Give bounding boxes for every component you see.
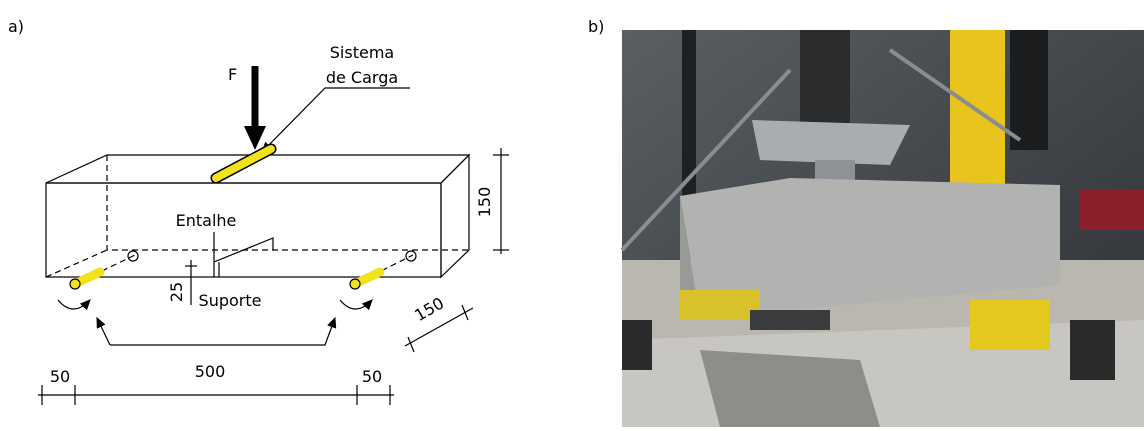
dimension-label: 25: [167, 282, 186, 302]
dimension-label: 150: [411, 293, 447, 325]
force-label: F: [228, 65, 237, 84]
force-arrowhead: [244, 126, 266, 150]
figure: a) F Sistema de Carga Entalhe 150 25 Sup…: [0, 0, 1144, 427]
hidden-edge: [107, 155, 469, 250]
dimension-label: 50: [362, 367, 382, 386]
support-roller: [355, 272, 380, 284]
support-roller: [75, 272, 100, 284]
rotation-arrow: [340, 300, 372, 309]
notch: [214, 238, 273, 277]
leader-line: [262, 88, 410, 152]
beam-side: [441, 155, 469, 277]
load-roller: [216, 149, 271, 178]
support-arrow: [110, 318, 335, 345]
rotation-arrow: [58, 300, 90, 309]
page: a) F Sistema de Carga Entalhe 150 25 Sup…: [0, 0, 1144, 427]
support-arrow: [97, 318, 110, 345]
dimension-label: 50: [50, 367, 70, 386]
photo: [622, 30, 1144, 427]
support-label: Suporte: [199, 291, 262, 310]
notch-label: Entalhe: [176, 211, 237, 230]
dimension-tick: [462, 305, 468, 320]
dimension-label: 500: [195, 362, 226, 381]
panel-label: b): [588, 17, 604, 36]
load-system-label: de Carga: [326, 68, 398, 87]
panel-label: a): [8, 17, 24, 36]
dimension-label: 150: [475, 187, 494, 218]
load-system-label: Sistema: [330, 43, 394, 62]
